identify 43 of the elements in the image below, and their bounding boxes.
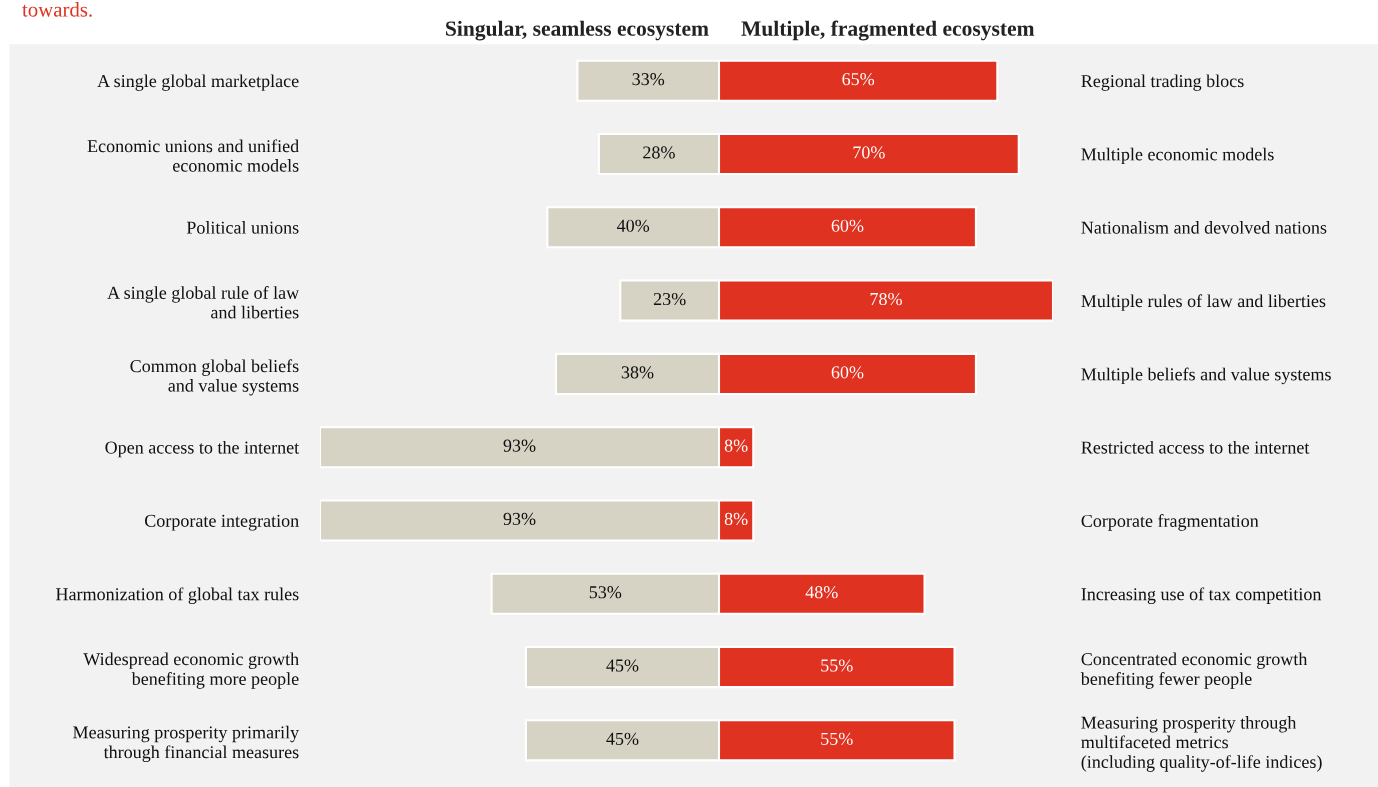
y-tick-label: Common global beliefs and value systems <box>130 359 299 396</box>
data-label: 55% <box>821 659 853 672</box>
data-label: 60% <box>831 219 864 232</box>
y-tick-label: Nationalism and devolved nations <box>1081 221 1327 234</box>
data-label: 8% <box>724 512 748 526</box>
y-tick-label: Concentrated economic growth benefiting fewer people <box>1080 652 1308 689</box>
data-label: 65% <box>842 73 875 86</box>
data-label: 60% <box>831 366 864 379</box>
y-tick-label: A single global rule of law and liberties <box>107 286 300 319</box>
y-tick-label: Economic unions and unified economic models <box>87 139 299 172</box>
data-label: 23% <box>653 292 686 306</box>
data-label: 48% <box>805 586 838 599</box>
y-tick-label: Restricted access to the internet <box>1081 440 1310 454</box>
y-tick-label: Multiple beliefs and value systems <box>1081 367 1331 385</box>
y-tick-label: Multiple economic models <box>1081 147 1274 165</box>
data-label: 45% <box>606 659 639 672</box>
y-tick-label: Political unions <box>186 221 299 234</box>
data-label: 93% <box>503 439 536 452</box>
y-tick-label: Corporate fragmentation <box>1081 514 1259 531</box>
y-tick-label: Increasing use of tax competition <box>1081 587 1322 605</box>
y-tick-label: Measuring prosperity primarily through financial measures <box>73 725 300 762</box>
y-tick-label: Corporate integration <box>144 514 299 531</box>
data-label: 45% <box>606 732 639 745</box>
data-label: 78% <box>870 292 902 306</box>
data-label: 28% <box>643 146 675 159</box>
data-label: 40% <box>617 219 650 232</box>
y-tick-label: Measuring prosperity through multifaceted metrics (including quality-of-life indices) <box>1081 716 1322 772</box>
data-label: 55% <box>821 732 853 745</box>
series-label: Multiple, fragmented ecosystem <box>741 20 1035 41</box>
data-label: 33% <box>632 73 665 86</box>
y-tick-label: Regional trading blocs <box>1081 74 1244 91</box>
series-label: Singular, seamless ecosystem <box>446 20 709 41</box>
data-label: 8% <box>724 439 748 452</box>
data-label: 53% <box>589 586 622 599</box>
y-tick-label: Harmonization of global tax rules <box>56 587 299 605</box>
text: towards. <box>22 2 92 17</box>
data-label: 93% <box>503 512 536 526</box>
data-label: 38% <box>621 366 654 379</box>
y-tick-label: Widespread economic growth benefiting more people <box>83 652 299 689</box>
data-label: 70% <box>853 146 885 159</box>
y-tick-label: A single global marketplace <box>97 74 299 91</box>
y-tick-label: Open access to the internet <box>105 440 300 458</box>
y-tick-label: Multiple rules of law and liberties <box>1081 294 1326 311</box>
